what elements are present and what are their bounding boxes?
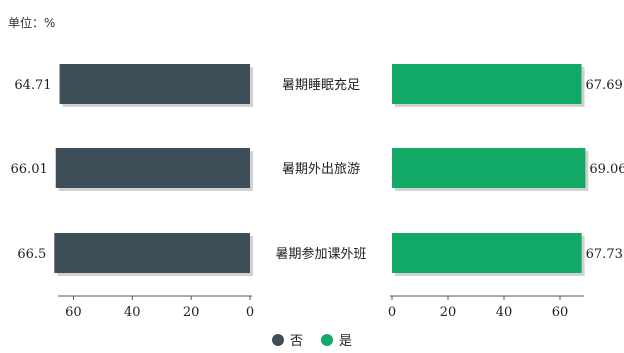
right-axis-tick-label: 0 xyxy=(388,305,396,320)
left-axis-tick-label: 20 xyxy=(183,305,200,320)
right-axis-tick-label: 60 xyxy=(552,305,569,320)
bar-no xyxy=(54,233,250,273)
value-label-no: 66.01 xyxy=(11,162,48,177)
unit-label: 单位：% xyxy=(8,16,56,30)
legend-swatch-yes xyxy=(321,333,333,346)
category-label: 暑期参加课外班 xyxy=(275,246,366,262)
right-axis-tick-label: 40 xyxy=(496,305,513,320)
legend-label-no: 否 xyxy=(289,334,303,349)
legend-item-no: 否 xyxy=(271,330,303,349)
bar-no xyxy=(55,148,250,188)
bar-no xyxy=(59,64,250,104)
left-axis-tick-label: 60 xyxy=(65,305,82,320)
value-label-no: 64.71 xyxy=(14,78,51,93)
legend-label-yes: 是 xyxy=(339,334,353,349)
legend: 否 是 xyxy=(0,330,624,349)
value-label-no: 66.5 xyxy=(17,247,46,262)
left-axis-tick-label: 40 xyxy=(124,305,141,320)
value-label-yes: 67.69 xyxy=(586,78,623,93)
value-label-yes: 67.73 xyxy=(586,247,623,262)
category-label: 暑期睡眠充足 xyxy=(282,77,360,93)
category-label: 暑期外出旅游 xyxy=(282,162,360,177)
legend-swatch-no xyxy=(271,333,284,346)
left-axis-tick-label: 0 xyxy=(246,305,254,320)
value-label-yes: 69.06 xyxy=(589,162,624,177)
legend-item-yes: 是 xyxy=(321,330,352,349)
bar-yes xyxy=(392,233,582,273)
bar-yes xyxy=(392,64,582,104)
right-axis-tick-label: 20 xyxy=(440,305,457,320)
bar-yes xyxy=(392,148,586,188)
